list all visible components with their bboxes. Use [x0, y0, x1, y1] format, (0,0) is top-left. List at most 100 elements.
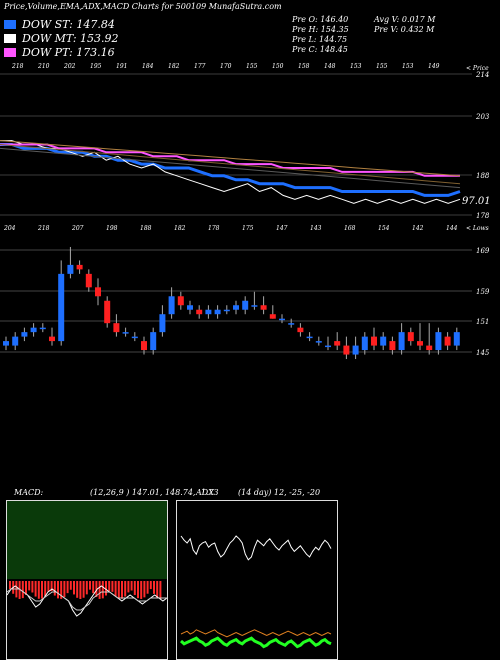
macd-histogram-bar	[53, 581, 56, 596]
legend-swatch-white	[4, 34, 16, 43]
macd-histogram-bar	[108, 581, 111, 592]
candle-up	[288, 323, 295, 325]
macd-histogram-bar	[9, 581, 11, 589]
ema-last-value: 97.01	[462, 196, 491, 207]
macd-histogram-bar	[50, 581, 53, 592]
candle-down	[49, 336, 55, 342]
candle-top-tick: 144	[446, 225, 458, 232]
ema-y-tick: 178	[476, 212, 490, 218]
adx-line-adx	[180, 629, 332, 638]
macd-histogram-bar	[98, 581, 101, 599]
candle-down	[444, 336, 451, 346]
macd-histogram-bar	[95, 581, 98, 598]
candle-up	[214, 309, 221, 315]
candle-up	[30, 327, 37, 333]
candle-down	[141, 341, 147, 351]
macd-histogram-bar	[121, 581, 123, 599]
macd-histogram-bar	[140, 581, 143, 599]
macd-histogram-bar	[114, 581, 117, 597]
candle-up	[315, 341, 322, 343]
candle-down	[196, 309, 203, 315]
macd-label: MACD:	[14, 488, 44, 497]
candle-up	[233, 305, 239, 310]
macd-histogram-bar	[25, 581, 27, 595]
candle-top-tick: 175	[242, 225, 254, 232]
candle-top-tick: 142	[412, 225, 424, 232]
candle-panel: 204 218 207 198 188 182 178 175 147 143 168 154 142 1…	[0, 225, 490, 360]
macd-histogram-bar	[34, 581, 37, 597]
macd-histogram-bar	[101, 581, 104, 599]
macd-histogram-bar	[111, 581, 114, 592]
ema-top-tick: 153	[402, 63, 414, 70]
ema-panel: 218 210 202 195 191 184 182 177 170 155 150 158 148 1…	[0, 63, 491, 218]
candle-top-tick: 207	[71, 225, 84, 232]
legend-swatch-blue	[4, 20, 16, 29]
ema-top-tick: 148	[324, 63, 336, 70]
macd-histogram-bar	[117, 581, 120, 599]
macd-histogram-bar	[76, 581, 79, 598]
candle-top-tick: 147	[276, 225, 288, 232]
candle-up	[306, 336, 313, 339]
candle-top-tick: 182	[174, 225, 186, 232]
macd-histogram-bar	[79, 581, 82, 599]
adx-values: (14 day) 12, -25, -20	[238, 488, 321, 497]
ema-top-tick: 153	[350, 63, 362, 70]
macd-histogram-bar	[156, 581, 159, 598]
ema-aux-line	[0, 140, 461, 177]
candle-down	[407, 332, 414, 342]
candle-up	[279, 318, 285, 321]
macd-histogram-bar	[82, 581, 85, 598]
ema-top-tick: 155	[246, 63, 258, 70]
candle-up	[187, 305, 193, 310]
macd-bg-top	[7, 501, 167, 579]
legend-label: DOW ST: 147.84	[22, 18, 115, 31]
macd-panel	[6, 500, 168, 660]
candle-down	[371, 336, 377, 346]
macd-histogram-bar	[133, 581, 136, 596]
candle-top-tick: 218	[37, 225, 50, 232]
ema-top-tick: 149	[428, 63, 440, 70]
ema-corner-label: < Price	[466, 65, 489, 72]
adx-line-di	[180, 535, 332, 561]
macd-values: (12,26,9 ) 147.01, 148.74, -1.73	[90, 488, 219, 497]
macd-histogram-bar	[73, 581, 75, 595]
ema-top-tick: 184	[142, 63, 154, 70]
macd-histogram-bar	[92, 581, 95, 594]
macd-histogram-bar	[105, 581, 107, 596]
candle-top-tick: 143	[310, 225, 322, 232]
ema-line-dow-st	[0, 143, 461, 197]
candle-up	[352, 345, 359, 355]
legend-swatch-pink	[4, 48, 16, 57]
candle-down	[76, 264, 83, 270]
macd-line-macd	[7, 585, 167, 617]
ema-y-tick: 214	[475, 71, 489, 79]
candle-up	[325, 345, 331, 348]
macd-histogram-bar	[127, 581, 130, 593]
candle-up	[398, 332, 405, 351]
candle-y-tick: 169	[476, 247, 490, 255]
legend-label: DOW MT: 153.92	[22, 32, 119, 45]
ema-top-tick: 158	[298, 63, 310, 70]
macd-histogram-bar	[44, 581, 47, 597]
stat-close: Pre C: 148.45	[292, 45, 348, 54]
ema-top-tick: 182	[168, 63, 180, 70]
candle-top-tick: 198	[106, 225, 118, 232]
candle-up	[361, 336, 368, 351]
ema-top-tick: 170	[220, 63, 232, 70]
candle-up	[242, 300, 249, 310]
candle-down	[426, 345, 433, 351]
legend-dow-st: DOW ST: 147.84	[4, 18, 115, 31]
macd-histogram-bar	[143, 581, 146, 598]
adx-panel	[176, 500, 338, 660]
macd-histogram-bar	[57, 581, 59, 599]
ema-y-tick: 188	[476, 172, 490, 180]
ema-line-dow-mt	[0, 140, 461, 204]
candle-top-tick: 154	[378, 225, 390, 232]
macd-histogram-bar	[60, 581, 63, 599]
candle-up	[150, 332, 157, 351]
stat-low: Pre L: 144.75	[292, 35, 348, 44]
candle-down	[417, 341, 423, 346]
candle-up	[435, 332, 442, 351]
ema-top-tick: 218	[11, 63, 24, 70]
candle-down	[104, 300, 111, 324]
